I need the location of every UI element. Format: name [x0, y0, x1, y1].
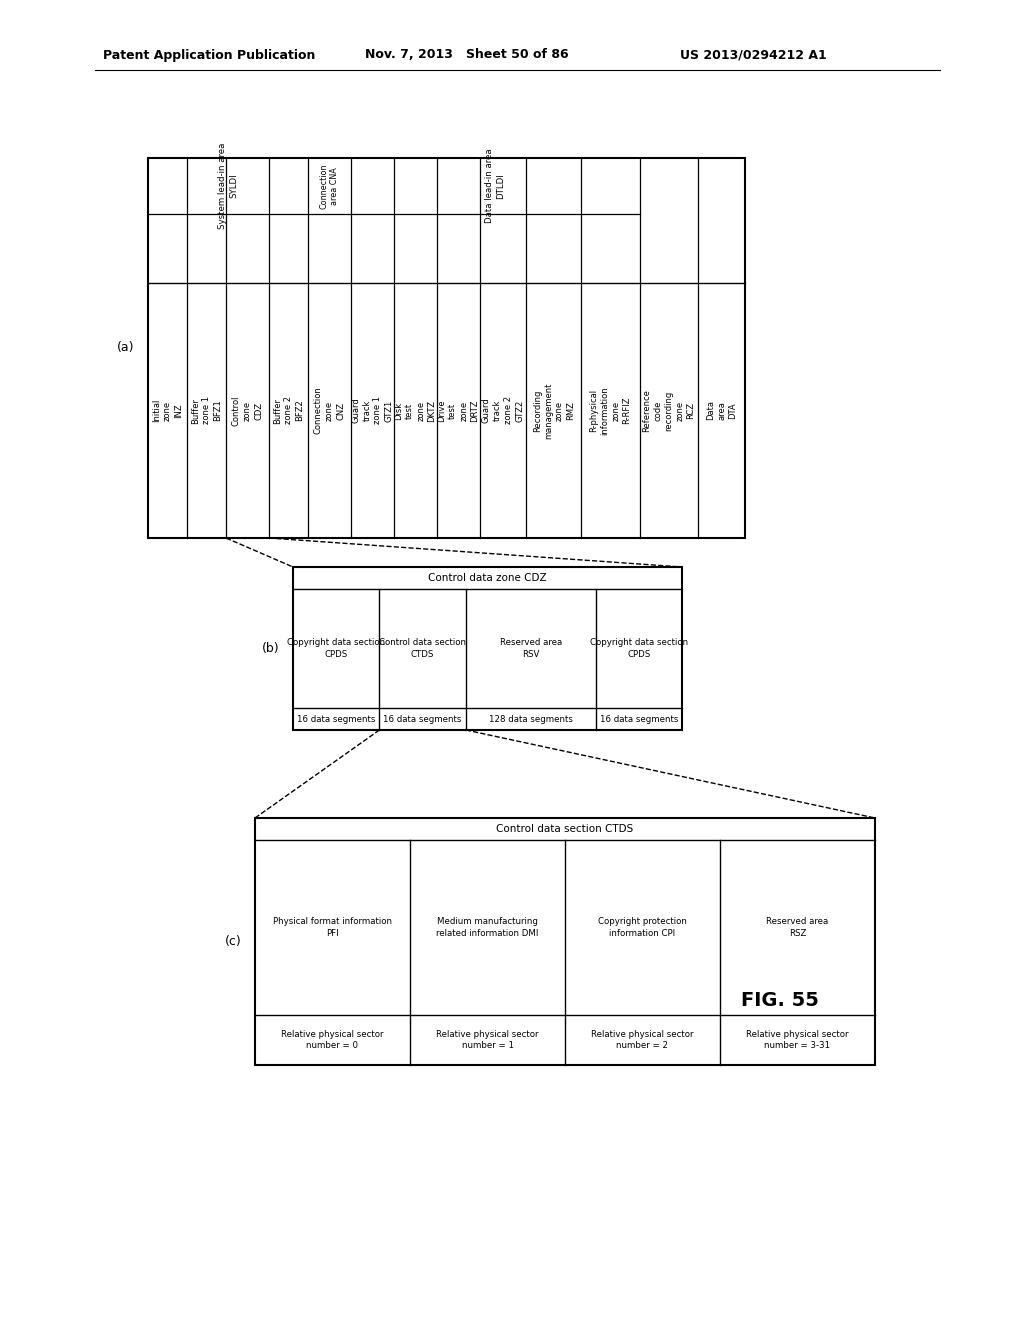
Text: Patent Application Publication: Patent Application Publication: [103, 49, 315, 62]
Text: Relative physical sector
number = 3-31: Relative physical sector number = 3-31: [746, 1030, 849, 1049]
Text: (c): (c): [224, 935, 242, 948]
Text: Connection
area CNA: Connection area CNA: [319, 164, 340, 209]
Text: Reserved area
RSZ: Reserved area RSZ: [766, 917, 828, 937]
Text: Physical format information
PFI: Physical format information PFI: [273, 917, 392, 937]
Text: Control
zone
CDZ: Control zone CDZ: [231, 395, 263, 426]
Bar: [148, 158, 745, 539]
Text: Data
area
DTA: Data area DTA: [706, 400, 737, 421]
Bar: [255, 818, 874, 1065]
Text: Disk
test
zone
DKTZ: Disk test zone DKTZ: [394, 400, 436, 421]
Text: Relative physical sector
number = 0: Relative physical sector number = 0: [282, 1030, 384, 1049]
Text: Reference
code
recording
zone
RCZ: Reference code recording zone RCZ: [642, 389, 695, 432]
Text: System lead-in area
SYLDI: System lead-in area SYLDI: [218, 143, 238, 230]
Text: FIG. 55: FIG. 55: [741, 990, 819, 1010]
Text: Copyright data section
CPDS: Copyright data section CPDS: [590, 639, 688, 659]
Text: Data lead-in area
DTLDI: Data lead-in area DTLDI: [485, 149, 505, 223]
Text: Relative physical sector
number = 2: Relative physical sector number = 2: [591, 1030, 693, 1049]
Text: Buffer
zone 1
BFZ1: Buffer zone 1 BFZ1: [190, 396, 222, 425]
Text: Copyright data section
CPDS: Copyright data section CPDS: [287, 639, 385, 659]
Text: 16 data segments: 16 data segments: [383, 714, 462, 723]
Text: 128 data segments: 128 data segments: [488, 714, 572, 723]
Text: Control data section CTDS: Control data section CTDS: [497, 824, 634, 834]
Text: Medium manufacturing
related information DMI: Medium manufacturing related information…: [436, 917, 539, 937]
Text: (a): (a): [118, 342, 135, 355]
Text: Drive
test
zone
DRTZ: Drive test zone DRTZ: [437, 399, 479, 422]
Text: Relative physical sector
number = 1: Relative physical sector number = 1: [436, 1030, 539, 1049]
Text: Nov. 7, 2013   Sheet 50 of 86: Nov. 7, 2013 Sheet 50 of 86: [365, 49, 568, 62]
Text: Copyright protection
information CPI: Copyright protection information CPI: [598, 917, 687, 937]
Text: Initial
zone
INZ: Initial zone INZ: [152, 399, 183, 422]
Text: Recording
management
zone
RMZ: Recording management zone RMZ: [532, 383, 574, 438]
Text: 16 data segments: 16 data segments: [600, 714, 678, 723]
Text: Connection
zone
CNZ: Connection zone CNZ: [313, 387, 345, 434]
Text: Control data section
CTDS: Control data section CTDS: [379, 639, 466, 659]
Text: US 2013/0294212 A1: US 2013/0294212 A1: [680, 49, 826, 62]
Text: Reserved area
RSV: Reserved area RSV: [500, 639, 562, 659]
Bar: [293, 568, 682, 730]
Text: 16 data segments: 16 data segments: [297, 714, 376, 723]
Text: R-physical
information
zone
R-RFIZ: R-physical information zone R-RFIZ: [589, 387, 632, 434]
Text: Guard
track
zone 1
GTZ1: Guard track zone 1 GTZ1: [351, 396, 393, 425]
Text: Buffer
zone 2
BFZ2: Buffer zone 2 BFZ2: [272, 396, 304, 425]
Text: (b): (b): [262, 642, 280, 655]
Text: Guard
track
zone 2
GTZ2: Guard track zone 2 GTZ2: [482, 396, 524, 425]
Text: Control data zone CDZ: Control data zone CDZ: [428, 573, 547, 583]
